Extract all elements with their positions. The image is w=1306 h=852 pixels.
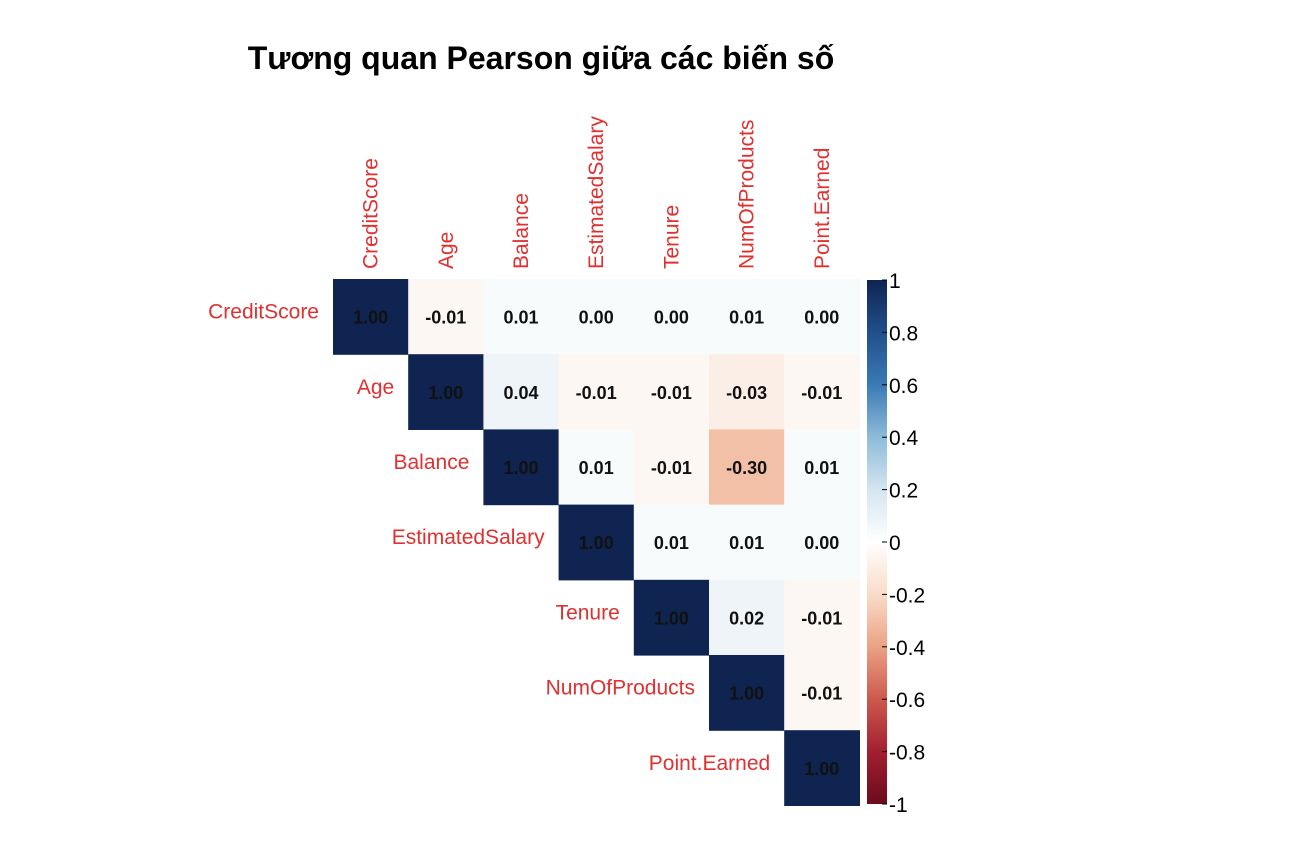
color-bar-tick-label: -0.6 (889, 689, 925, 712)
color-bar-tick-label: 1 (889, 270, 901, 293)
color-bar-tick-label: -0.8 (889, 742, 925, 765)
cell-value-label: 1.00 (428, 383, 463, 403)
cell-value-label: 0.00 (804, 533, 839, 553)
heatmap-cell-EstimatedSalary-EstimatedSalary (558, 504, 635, 581)
row-label: Balance (394, 451, 470, 474)
cell-value-label: 0.01 (579, 458, 614, 478)
heatmap-cell-EstimatedSalary-NumOfProducts (709, 504, 785, 581)
row-label: CreditScore (208, 301, 319, 324)
heatmap-cell-CreditScore-NumOfProducts (709, 279, 785, 355)
cell-value-label: 0.02 (729, 608, 764, 628)
column-label: EstimatedSalary (585, 116, 608, 269)
column-label: NumOfProducts (736, 120, 759, 269)
heatmap-cell-Age-Point.Earned (784, 354, 860, 430)
cell-value-label: 1.00 (804, 759, 839, 779)
color-bar-gradient (867, 280, 887, 804)
cell-value-label: 0.01 (654, 533, 689, 553)
cell-value-label: -0.01 (801, 684, 842, 704)
cell-value-label: 1.00 (503, 458, 538, 478)
cell-value-label: -0.01 (651, 383, 692, 403)
heatmap-cell-Balance-EstimatedSalary (558, 429, 635, 506)
heatmap-cell-Age-Balance (483, 354, 560, 430)
column-labels: CreditScore Age Balance EstimatedSalary Tenu… (360, 116, 834, 269)
cell-value-label: 0.04 (503, 383, 538, 403)
cell-value-label: -0.03 (726, 383, 767, 403)
cell-value-label: -0.30 (726, 458, 767, 478)
heatmap-cell-Balance-NumOfProducts (709, 429, 785, 506)
heatmap-cell-CreditScore-Point.Earned (784, 279, 860, 355)
heatmap-cell-Age-NumOfProducts (709, 354, 785, 430)
row-labels: CreditScore Age Balance EstimatedSalary Tenu… (208, 301, 770, 775)
cell-value-label: -0.01 (801, 608, 842, 628)
heatmap-cell-Age-EstimatedSalary (558, 354, 635, 430)
cell-value-label: 0.00 (579, 308, 614, 328)
color-bar-tick-label: -0.2 (889, 584, 925, 607)
cell-value-label: 0.00 (654, 308, 689, 328)
color-bar-tick-label: -1 (889, 794, 908, 817)
color-bar-tick-label: 0.8 (889, 322, 918, 345)
heatmap-cell-CreditScore-Balance (483, 279, 560, 355)
heatmap-cell-EstimatedSalary-Tenure (633, 504, 710, 581)
color-bar-tick-label: -0.4 (889, 637, 926, 660)
heatmap-cell-Age-Age (408, 354, 484, 430)
row-label: Tenure (556, 601, 620, 624)
heatmap-cell-Point.Earned-Point.Earned (784, 730, 860, 806)
cell-value-label: 0.01 (729, 533, 764, 553)
heatmap-cell-CreditScore-CreditScore (333, 279, 409, 355)
row-label: Age (357, 376, 394, 399)
color-bar-tick-label: 0.2 (889, 480, 918, 503)
cell-value-label: 1.00 (579, 533, 614, 553)
column-label: Tenure (660, 205, 683, 269)
column-label: Age (435, 232, 458, 269)
heatmap-cell-CreditScore-EstimatedSalary (558, 279, 635, 355)
color-bar-tick-label: 0.6 (889, 375, 918, 398)
cell-value-label: -0.01 (576, 383, 617, 403)
cell-value-label: 0.01 (804, 458, 839, 478)
heatmap-cell-CreditScore-Age (408, 279, 484, 355)
row-label: NumOfProducts (546, 677, 695, 700)
cell-value-label: 1.00 (729, 684, 764, 704)
heatmap-cell-Tenure-Tenure (633, 579, 710, 656)
cell-value-label: 0.01 (503, 308, 538, 328)
heatmap-cell-Balance-Tenure (633, 429, 710, 506)
column-label: Balance (510, 193, 533, 269)
cell-value-label: 0.01 (729, 308, 764, 328)
cell-value-label: 1.00 (353, 308, 388, 328)
cell-value-label: -0.01 (651, 458, 692, 478)
column-label: Point.Earned (811, 148, 834, 269)
row-label: Point.Earned (649, 752, 770, 775)
heatmap-cell-Tenure-Point.Earned (784, 579, 860, 656)
cell-value-label: -0.01 (801, 383, 842, 403)
column-label: CreditScore (360, 158, 383, 269)
chart-title: Tương quan Pearson giữa các biến số (247, 40, 835, 76)
color-bar-tick-label: 0 (889, 532, 901, 555)
heatmap-cell-Balance-Balance (483, 429, 560, 506)
heatmap-cell-NumOfProducts-Point.Earned (784, 655, 860, 731)
heatmap-cells: 1.00 -0.01 0.01 0.00 0.00 0.01 0.00 1.00 0.04 -0.… (333, 279, 860, 806)
color-bar: 1 0.8 0.6 0.4 0.2 0 -0.2 -0.4 -0.6 -0.8 -1 (867, 270, 926, 817)
cell-value-label: -0.01 (425, 308, 466, 328)
heatmap-cell-Age-Tenure (633, 354, 710, 430)
cell-value-label: 1.00 (654, 608, 689, 628)
cell-value-label: 0.00 (804, 308, 839, 328)
color-bar-tick-label: 0.4 (889, 427, 919, 450)
row-label: EstimatedSalary (392, 526, 545, 549)
heatmap-cell-EstimatedSalary-Point.Earned (784, 504, 860, 581)
heatmap-cell-CreditScore-Tenure (633, 279, 710, 355)
heatmap-cell-Tenure-NumOfProducts (709, 579, 785, 656)
heatmap-cell-NumOfProducts-NumOfProducts (709, 655, 785, 731)
heatmap-cell-Balance-Point.Earned (784, 429, 860, 506)
